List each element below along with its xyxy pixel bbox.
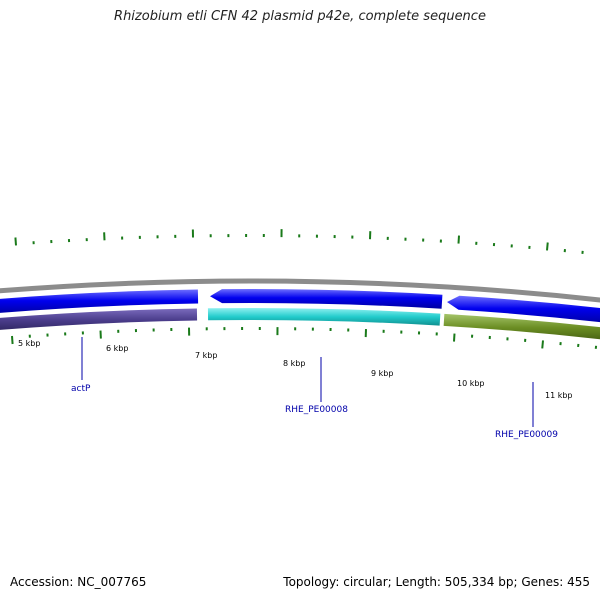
scale-labels: 5 kbp 6 kbp 7 kbp 8 kbp 9 kbp 10 kbp 11 … — [18, 339, 573, 400]
scale-label-9kbp: 9 kbp — [371, 369, 393, 378]
plasmid-backbone — [0, 278, 600, 303]
inner-tick-major — [452, 333, 456, 342]
scale-label-7kbp: 7 kbp — [195, 351, 217, 360]
inner-scale-ticks — [11, 327, 598, 349]
gene-track — [0, 307, 600, 342]
gene-RHE_PE00009[interactable] — [443, 313, 600, 342]
scale-label-8kbp: 8 kbp — [283, 359, 305, 368]
outer-tick-major — [14, 237, 17, 246]
gene-label-actP[interactable]: actP — [71, 384, 91, 394]
scale-label-6kbp: 6 kbp — [106, 344, 128, 353]
gene-label-RHE_PE00008[interactable]: RHE_PE00008 — [285, 405, 348, 415]
outer-scale-ticks — [14, 229, 584, 254]
forward-feature[interactable] — [210, 288, 443, 309]
gene-actP[interactable] — [0, 308, 198, 331]
scale-label-10kbp: 10 kbp — [457, 379, 485, 388]
gene-RHE_PE00008[interactable] — [207, 307, 441, 326]
gene-label-RHE_PE00009[interactable]: RHE_PE00009 — [495, 430, 558, 440]
map-title: Rhizobium etli CFN 42 plasmid p42e, comp… — [114, 9, 486, 24]
outer-tick-major — [546, 242, 549, 251]
accession-label: Accession: NC_007765 — [10, 575, 147, 589]
scale-label-11kbp: 11 kbp — [545, 391, 573, 400]
inner-tick-major — [541, 340, 544, 349]
forward-strand-track — [0, 288, 600, 325]
scale-label-5kbp: 5 kbp — [18, 339, 40, 348]
sequence-summary: Topology: circular; Length: 505,334 bp; … — [283, 575, 590, 589]
forward-feature[interactable] — [0, 289, 199, 314]
gene-labels: actP RHE_PE00008 RHE_PE00009 — [71, 337, 558, 440]
forward-feature[interactable] — [447, 295, 600, 325]
inner-tick-major — [11, 335, 14, 345]
outer-tick-major — [457, 235, 461, 244]
